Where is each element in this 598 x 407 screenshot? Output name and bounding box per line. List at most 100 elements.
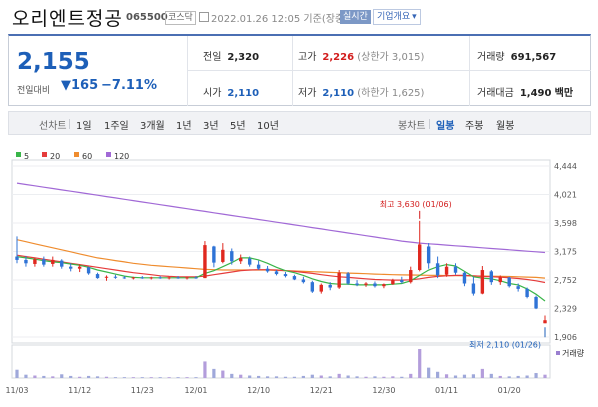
volume-bar — [274, 376, 279, 378]
annotation-high: 최고 3,630 (01/06) — [380, 199, 452, 209]
realtime-badge: 실시간 — [340, 10, 371, 24]
volume-bar — [418, 349, 422, 378]
high-label: 고가 — [298, 52, 317, 63]
volume-bar — [86, 375, 91, 378]
period-1y[interactable]: 1년 — [176, 121, 192, 132]
period-1w[interactable]: 1주일 — [104, 121, 129, 132]
volume-bar — [462, 374, 467, 378]
candle-body — [498, 277, 502, 283]
chevron-down-icon: ▾ — [412, 12, 417, 22]
candle-body — [426, 246, 431, 264]
amount-value: 1,490 — [519, 88, 552, 99]
volume-bar — [230, 373, 234, 378]
volume-swatch — [556, 351, 560, 355]
candle-body — [534, 296, 538, 309]
period-10y[interactable]: 10년 — [257, 121, 279, 132]
prev-value: 2,320 — [227, 52, 260, 63]
volume-bar — [409, 373, 413, 378]
legend-label-60: 60 — [82, 152, 92, 161]
candle-body — [185, 277, 189, 279]
volume-bar — [15, 369, 19, 378]
calendar-icon — [199, 12, 209, 22]
candle-body — [194, 277, 198, 279]
candle-body — [265, 268, 270, 272]
volume-frame — [11, 344, 551, 379]
candle-weekly[interactable]: 주봉 — [465, 121, 484, 132]
down-arrow-icon: ▼ — [61, 78, 71, 93]
candle-body — [453, 266, 458, 273]
line-chart-label: 선차트 — [39, 121, 67, 132]
divider — [429, 119, 430, 129]
volume-bar — [319, 375, 323, 378]
volume-bar — [373, 376, 377, 378]
volume-bar — [212, 368, 216, 378]
candle-body — [382, 284, 386, 287]
candle-body — [212, 246, 216, 263]
candle-body — [489, 271, 494, 283]
volume-bar — [33, 375, 37, 378]
candle-body — [364, 283, 368, 285]
legend-swatch-5 — [16, 152, 21, 157]
volume-bar — [221, 370, 225, 378]
volume-bar — [51, 376, 55, 378]
volume-bar — [131, 377, 135, 378]
low-label: 저가 — [298, 88, 317, 99]
x-tick-label: 01/11 — [435, 386, 458, 395]
volume-bar — [104, 376, 109, 378]
divider — [187, 70, 591, 71]
volume-bar — [498, 375, 502, 378]
current-price: 2,155 — [17, 49, 90, 75]
candle-monthly[interactable]: 월봉 — [496, 121, 515, 132]
y-tick-label: 1,906 — [554, 333, 577, 342]
change-label: 전일대비 — [17, 86, 51, 96]
x-tick-label: 12/01 — [184, 386, 207, 395]
company-info-button[interactable]: 기업개요 ▾ — [373, 9, 421, 25]
legend-label-20: 20 — [50, 152, 60, 161]
candle-body — [319, 284, 323, 292]
divider — [187, 36, 188, 106]
annotation-low: 최저 2,110 (01/26) — [469, 339, 541, 349]
volume-bar — [543, 374, 547, 378]
timestamp: 2022.01.26 12:05 기준(장중) — [211, 14, 349, 25]
company-info-label: 기업개요 — [377, 12, 411, 22]
series-line-ma20 — [16, 254, 546, 284]
x-tick-label: 11/03 — [5, 386, 28, 395]
candle-body — [409, 270, 413, 283]
candle-body — [51, 259, 55, 264]
volume-bar — [176, 377, 180, 378]
volume-bar — [203, 361, 207, 378]
candle-body — [516, 286, 520, 289]
volume-label: 거래량 — [477, 52, 505, 63]
period-3m[interactable]: 3개월 — [140, 121, 165, 132]
divider — [292, 36, 293, 106]
x-tick-label: 11/12 — [68, 386, 91, 395]
volume-bar — [337, 373, 341, 378]
candle-body — [247, 258, 252, 265]
lower-limit: (하한가 1,625) — [357, 88, 425, 99]
period-3y[interactable]: 3년 — [203, 121, 219, 132]
candle-body — [543, 320, 547, 324]
y-tick-label: 2,329 — [554, 305, 577, 314]
volume-bar — [265, 376, 270, 378]
legend-swatch-60 — [74, 152, 79, 157]
x-tick-label: 12/30 — [372, 386, 395, 395]
candle-body — [346, 273, 350, 284]
candle-daily[interactable]: 일봉 — [436, 121, 455, 132]
x-tick-label: 11/23 — [131, 386, 154, 395]
candle-body — [95, 274, 100, 279]
candle-body — [373, 283, 377, 287]
volume-bar — [328, 376, 332, 378]
volume-bar — [471, 374, 476, 378]
candle-body — [140, 277, 144, 279]
volume-bar — [122, 377, 126, 378]
y-tick-label: 4,444 — [554, 162, 577, 171]
candle-body — [167, 277, 171, 279]
volume-bar — [24, 374, 28, 378]
period-5y[interactable]: 5년 — [230, 121, 246, 132]
candle-body — [68, 266, 73, 269]
trade-amount: 거래대금 1,490 백만 — [477, 84, 573, 99]
candle-body — [113, 276, 118, 278]
period-1d[interactable]: 1일 — [76, 121, 92, 132]
volume-bar — [453, 375, 458, 378]
